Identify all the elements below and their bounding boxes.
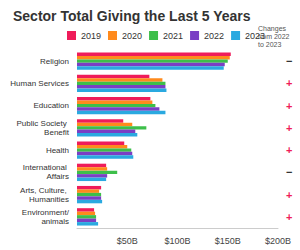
svg-text:from 2022: from 2022 — [258, 32, 292, 40]
svg-text:−: − — [286, 55, 292, 67]
svg-text:Public Society: Public Society — [17, 119, 69, 128]
svg-text:Arts, Culture,: Arts, Culture, — [20, 186, 69, 195]
svg-text:2022: 2022 — [204, 31, 224, 41]
svg-text:Changes: Changes — [258, 24, 288, 32]
svg-text:to 2023: to 2023 — [258, 41, 281, 48]
svg-text:2021: 2021 — [163, 31, 183, 41]
svg-text:$50B: $50B — [117, 236, 138, 246]
svg-text:+: + — [286, 189, 292, 201]
svg-text:Affairs: Affairs — [46, 172, 69, 181]
svg-text:Benefit: Benefit — [44, 128, 70, 137]
svg-text:+: + — [286, 77, 292, 89]
svg-text:2019: 2019 — [81, 31, 101, 41]
svg-text:Religion: Religion — [40, 57, 69, 66]
svg-text:+: + — [286, 122, 292, 134]
svg-text:2020: 2020 — [122, 31, 142, 41]
svg-text:−: − — [286, 166, 292, 178]
svg-text:Human Services: Human Services — [10, 79, 69, 88]
svg-text:2023: 2023 — [245, 31, 265, 41]
svg-text:Health: Health — [46, 146, 69, 155]
svg-text:Humanities: Humanities — [29, 195, 69, 204]
svg-text:Education: Education — [33, 101, 69, 110]
svg-text:Sector Total Giving the Last 5: Sector Total Giving the Last 5 Years — [13, 8, 251, 24]
svg-text:Environment/: Environment/ — [22, 208, 70, 217]
svg-text:+: + — [286, 100, 292, 112]
svg-text:$150B: $150B — [215, 236, 241, 246]
svg-text:$100B: $100B — [164, 236, 190, 246]
svg-text:+: + — [286, 211, 292, 223]
svg-text:animals: animals — [41, 217, 69, 226]
svg-text:International: International — [23, 163, 69, 172]
svg-text:+: + — [286, 144, 292, 156]
svg-text:$200B: $200B — [265, 236, 291, 246]
